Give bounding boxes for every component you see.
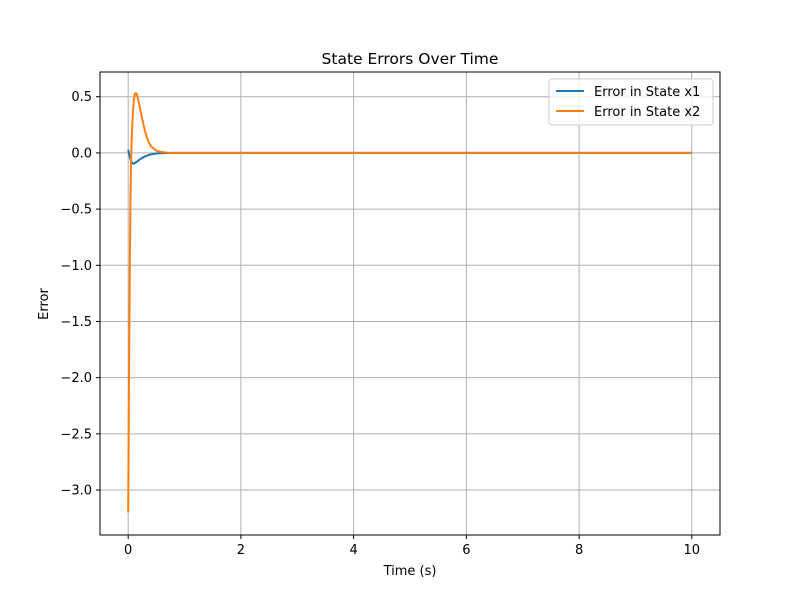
plot-area-frame bbox=[99, 71, 721, 536]
y-tick-label: −1.5 bbox=[60, 315, 92, 330]
x-tick-label: 6 bbox=[462, 543, 470, 558]
legend-label: Error in State x1 bbox=[594, 85, 700, 100]
x-tick-label: 2 bbox=[237, 543, 245, 558]
chart-title: State Errors Over Time bbox=[322, 50, 499, 68]
legend: Error in State x1 Error in State x2 bbox=[548, 78, 714, 126]
x-tick-label: 4 bbox=[349, 543, 357, 558]
x-tick-label: 0 bbox=[124, 543, 132, 558]
y-tick-label: −1.0 bbox=[60, 259, 92, 274]
grid bbox=[100, 72, 720, 535]
x-tick-label: 8 bbox=[575, 543, 583, 558]
y-tick-label: −0.5 bbox=[60, 203, 92, 218]
series-line-x1 bbox=[127, 149, 692, 165]
x-axis-label: Time (s) bbox=[383, 564, 437, 579]
y-tick-label: 0.5 bbox=[71, 90, 92, 105]
y-tick-label: 0.0 bbox=[71, 146, 92, 161]
y-tick-label: −2.0 bbox=[60, 371, 92, 386]
y-tick-label: −3.0 bbox=[60, 484, 92, 499]
y-axis-label: Error bbox=[37, 288, 52, 320]
y-tick-label: −2.5 bbox=[60, 427, 92, 442]
series-group bbox=[127, 92, 692, 513]
legend-label: Error in State x2 bbox=[594, 105, 700, 120]
legend-box bbox=[548, 78, 714, 126]
x-tick-label: 10 bbox=[684, 543, 701, 558]
series-line-x2 bbox=[127, 92, 692, 513]
ticks: 0 2 4 6 8 10 0.5 0.0 −0.5 −1.0 −1.5 −2.0 −2.5 −3.0 bbox=[60, 90, 700, 558]
